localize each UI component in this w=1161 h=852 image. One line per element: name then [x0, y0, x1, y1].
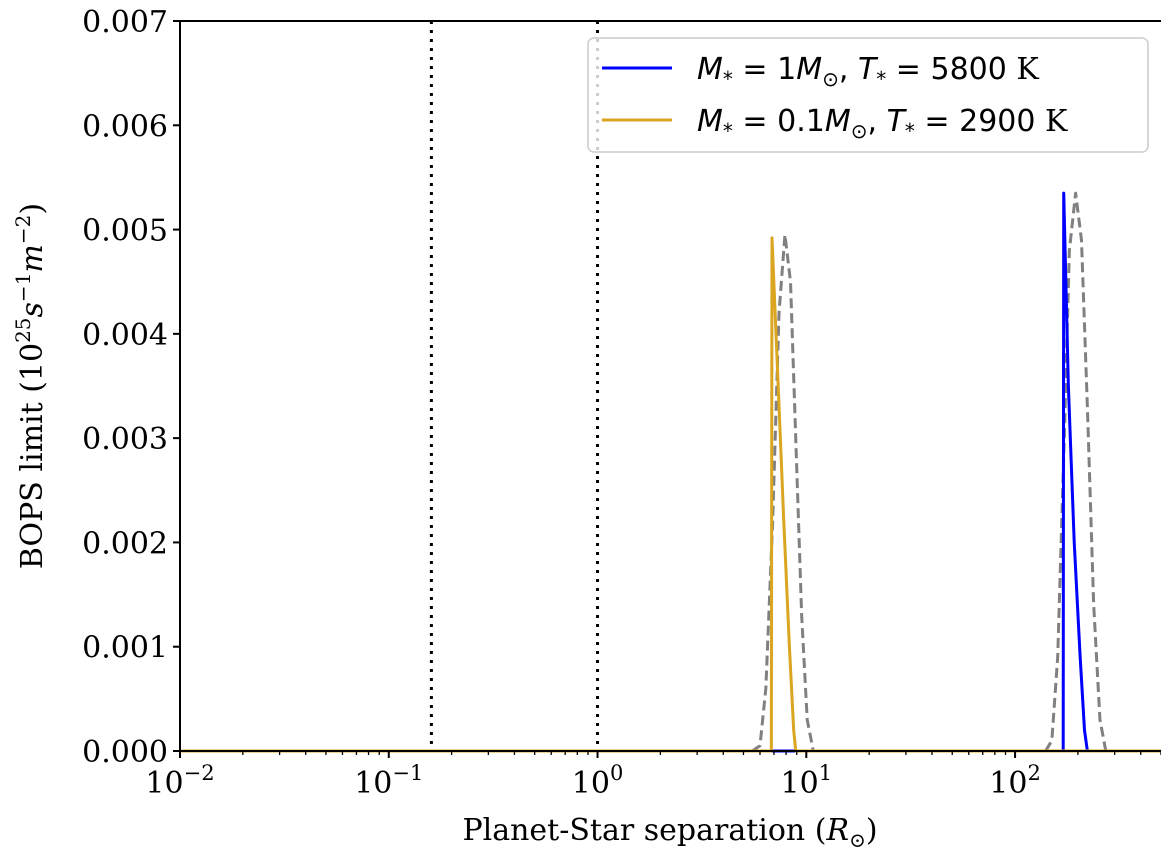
legend: M* = 1M⊙, T* = 5800 K M* = 0.1M⊙, T* = 2…: [587, 37, 1149, 153]
series-line-0: [180, 191, 1161, 753]
y-tick-label-3: 0.003: [82, 422, 168, 457]
y-axis-label: BOPS limit (1025s−1m−2): [11, 203, 50, 569]
series-line-1: [180, 236, 1161, 753]
y-tick-label-4: 0.004: [82, 318, 168, 353]
series-line-3: [1044, 191, 1108, 752]
x-tick-label-1: 10−1: [354, 761, 423, 801]
x-tick-label-0: 10−2: [145, 761, 214, 801]
legend-label-sun: M* = 1M⊙, T* = 5800 K: [697, 52, 1039, 91]
x-axis-label: Planet-Star separation (R⊙): [462, 813, 877, 852]
legend-frame: [587, 37, 1149, 153]
plot-area: [180, 21, 1161, 753]
x-tick-label-4: 102: [989, 761, 1041, 801]
series-line-2: [751, 233, 815, 753]
y-tick-label-5: 0.005: [82, 214, 168, 249]
y-tick-label-7: 0.007: [82, 5, 168, 40]
y-tick-label-0: 0.000: [82, 735, 168, 770]
x-tick-label-3: 101: [781, 761, 833, 801]
y-tick-label-1: 0.001: [82, 631, 168, 666]
y-tick-label-2: 0.002: [82, 526, 168, 561]
axes: 0.000 0.001 0.002 0.003 0.004 0.005 0.006 0.007…: [82, 5, 1161, 801]
x-tick-label-2: 100: [572, 761, 624, 801]
y-tick-label-6: 0.006: [82, 109, 168, 144]
legend-label-mdwarf: M* = 0.1M⊙, T* = 2900 K: [697, 104, 1068, 143]
